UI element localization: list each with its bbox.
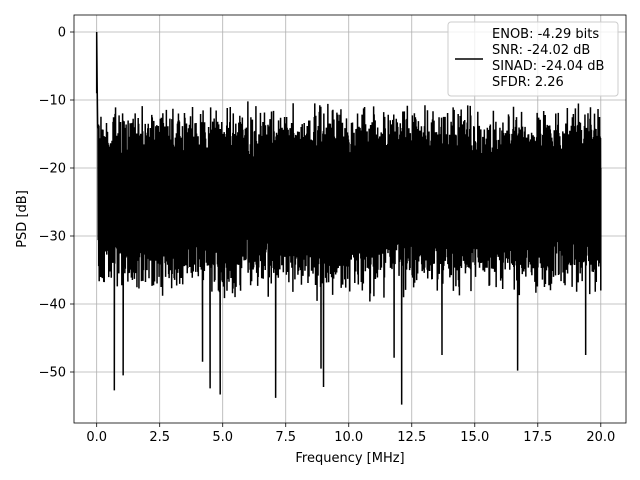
y-tick-label: −20 (39, 162, 66, 177)
legend-entry-enob: ENOB: -4.29 bits (492, 27, 599, 42)
x-tick-label: 2.5 (149, 430, 170, 445)
x-tick-label: 10.0 (334, 430, 363, 445)
x-tick-label: 12.5 (397, 430, 426, 445)
legend-entry-snr: SNR: -24.02 dB (492, 43, 590, 58)
legend-entry-sfdr: SFDR: 2.26 (492, 75, 564, 90)
y-tick-label: −10 (39, 94, 66, 109)
x-tick-label: 17.5 (523, 430, 552, 445)
x-axis-label: Frequency [MHz] (295, 451, 404, 466)
y-tick-label: −40 (39, 298, 66, 313)
legend: ENOB: -4.29 bits SNR: -24.02 dB SINAD: -… (447, 21, 619, 97)
x-tick-label: 15.0 (460, 430, 489, 445)
axes-frame (73, 14, 627, 424)
x-tick-label: 5.0 (212, 430, 233, 445)
legend-entry-sinad: SINAD: -24.04 dB (492, 59, 604, 74)
x-tick-label: 7.5 (275, 430, 296, 445)
y-tick-label: −30 (39, 230, 66, 245)
y-tick-label: −50 (39, 366, 66, 381)
x-axis-ticks: 0.0 2.5 5.0 7.5 10.0 12.5 15.0 17.5 20.0 (86, 423, 615, 445)
plot-area (95, 31, 602, 405)
y-tick-label: 0 (58, 26, 66, 41)
y-axis-ticks: 0 −10 −20 −30 −40 −50 (39, 26, 74, 381)
y-axis-label: PSD [dB] (15, 190, 30, 248)
legend-box (447, 21, 619, 97)
psd-series-line (95, 31, 602, 405)
x-tick-label: 0.0 (86, 430, 107, 445)
x-tick-label: 20.0 (586, 430, 615, 445)
